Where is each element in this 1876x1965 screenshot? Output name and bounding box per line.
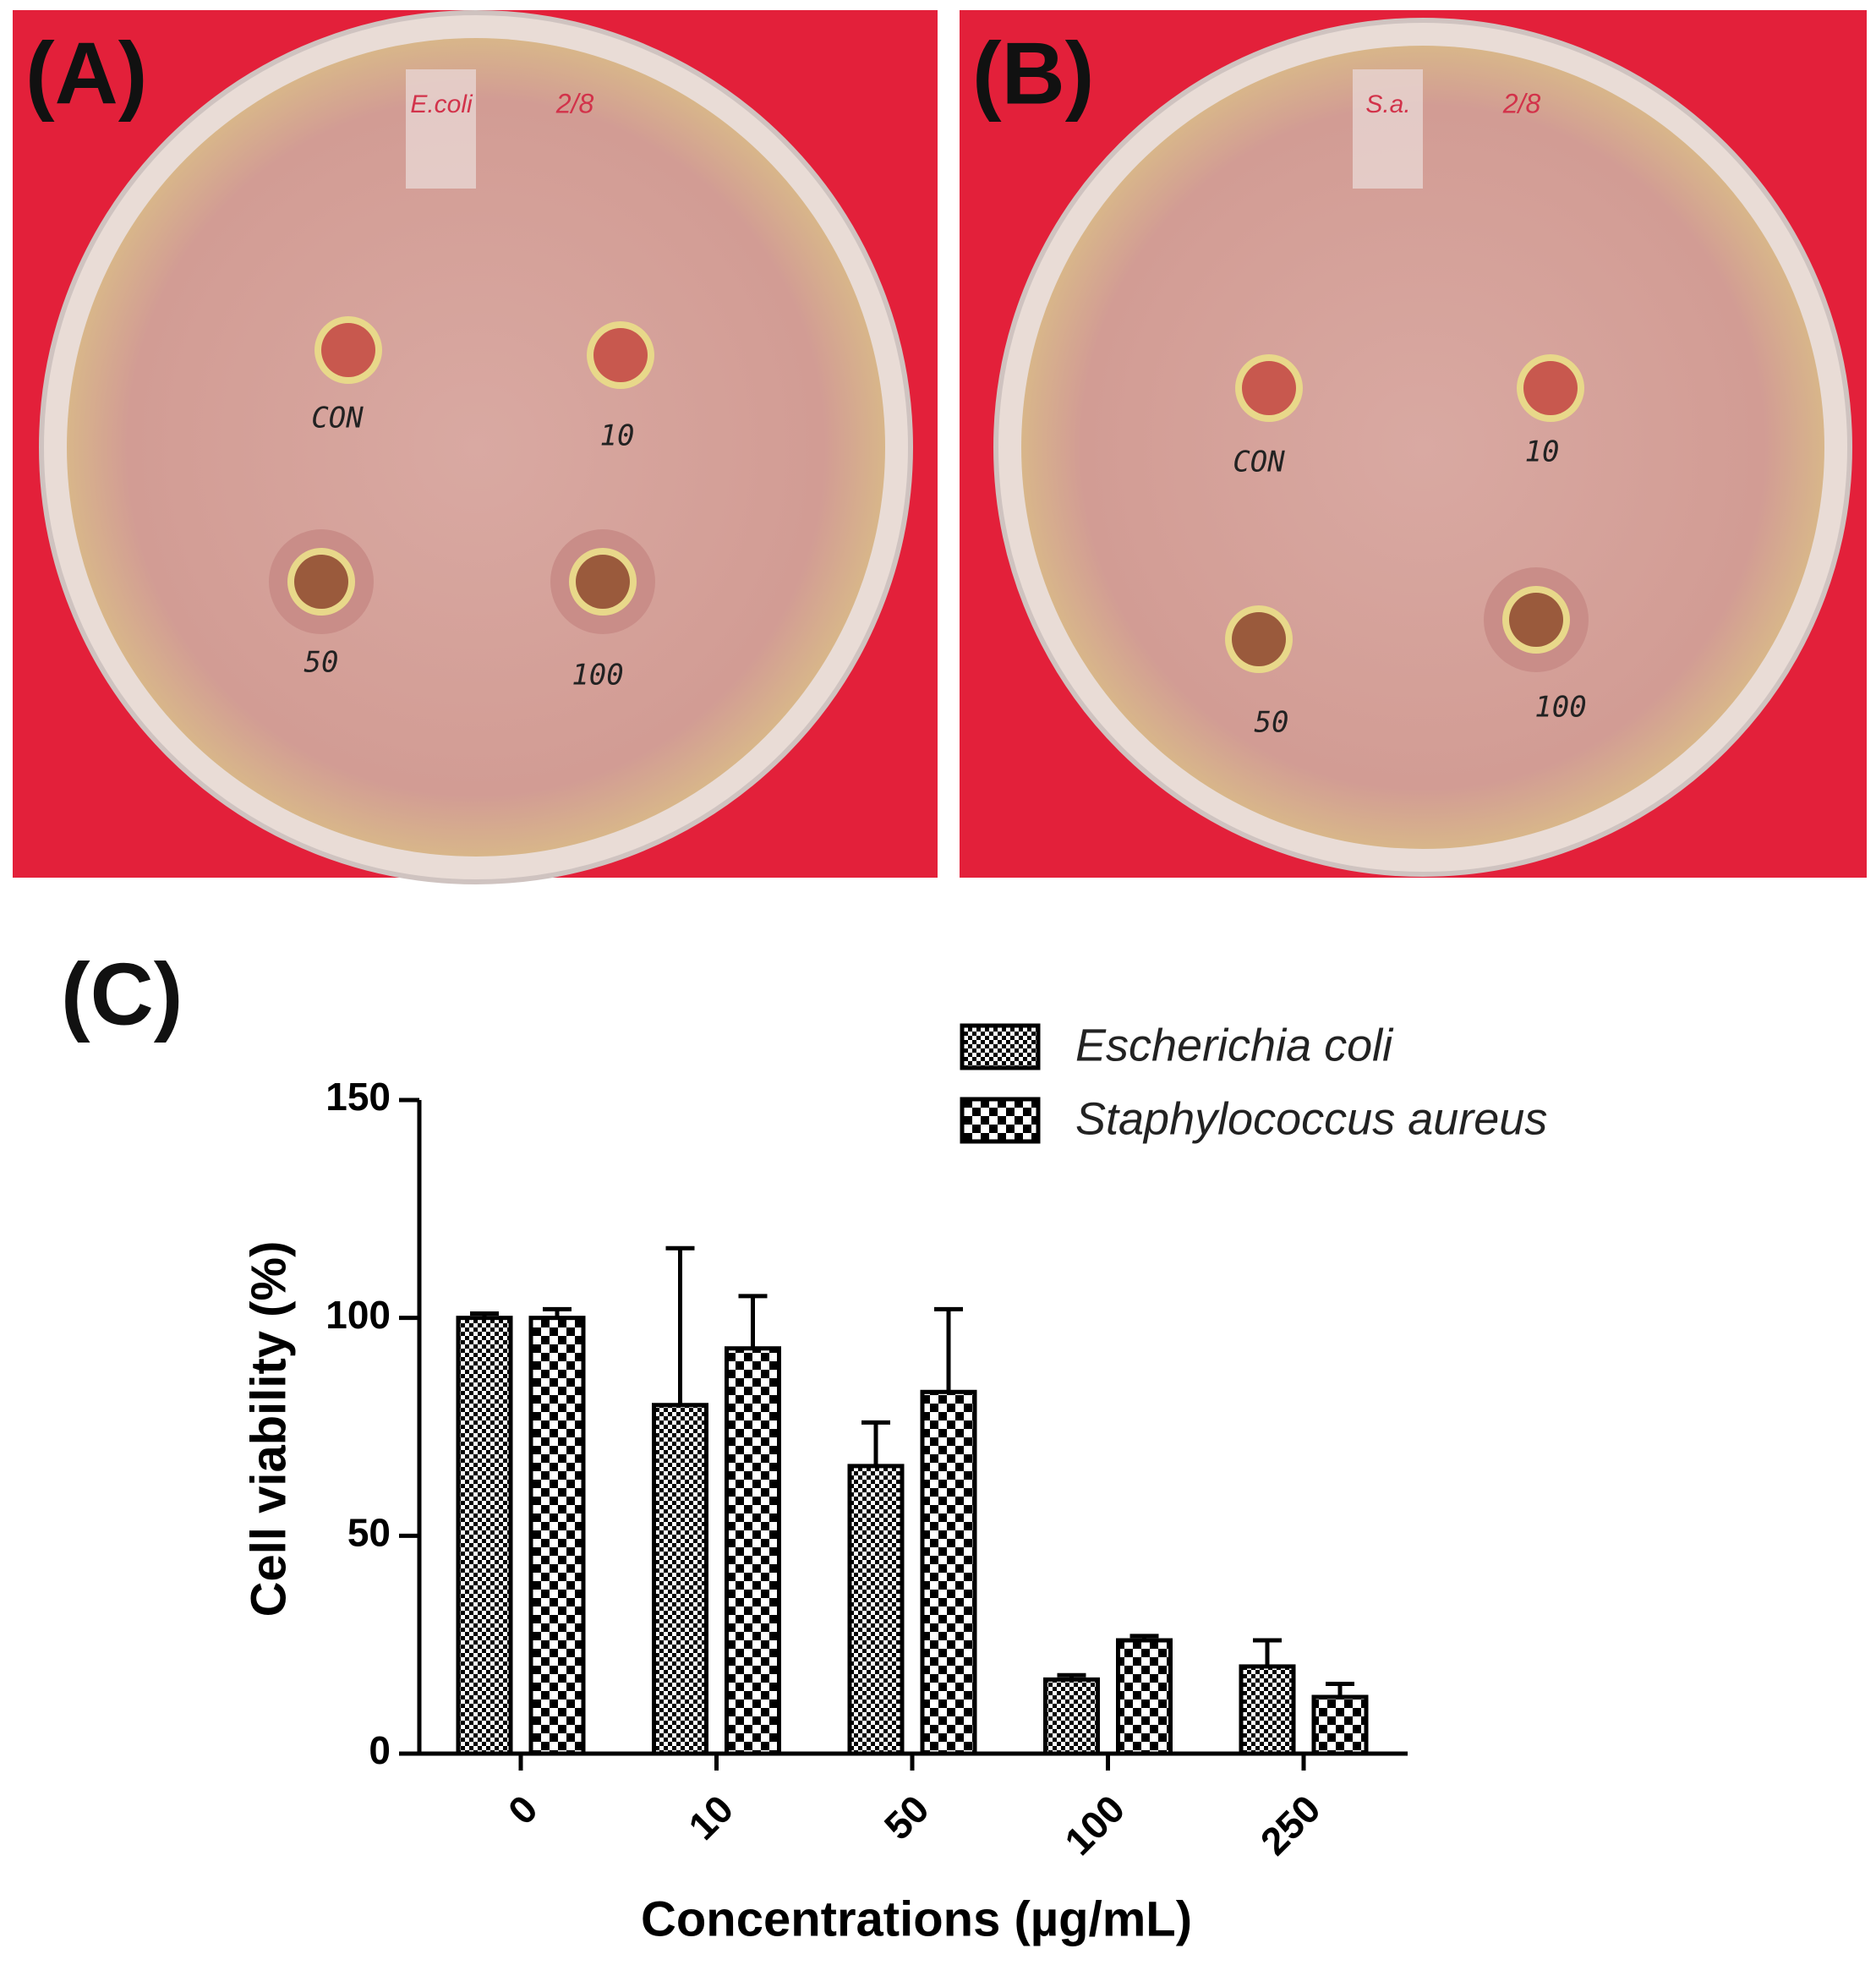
agar <box>67 38 885 857</box>
x-tick-label: 10 <box>680 1787 741 1848</box>
bar <box>652 1403 708 1756</box>
x-axis-label: Concentrations (µg/mL) <box>641 1891 1192 1946</box>
bar <box>725 1346 781 1756</box>
well <box>576 555 630 609</box>
tape-label: S.a. <box>1365 90 1410 118</box>
well <box>1523 361 1578 415</box>
x-tick-label: 250 <box>1252 1787 1329 1864</box>
well <box>1242 361 1296 415</box>
well <box>1509 593 1563 647</box>
y-tick-label: 100 <box>325 1293 391 1337</box>
y-axis-label: Cell viability (%) <box>241 1241 296 1617</box>
bar <box>1311 1694 1369 1756</box>
panel-label: (A) <box>25 25 147 123</box>
y-tick-label: 0 <box>369 1728 391 1772</box>
panel-label: (C) <box>61 945 183 1043</box>
date-label: 2/8 <box>555 88 594 118</box>
plate-label: 50 <box>1255 706 1289 740</box>
legend-label: Staphylococcus aureus <box>1075 1093 1547 1144</box>
tape <box>406 69 476 189</box>
plate-label: 100 <box>572 659 623 692</box>
agar <box>1021 46 1824 849</box>
legend-swatch <box>960 1023 1041 1070</box>
x-tick-label: 50 <box>876 1787 938 1848</box>
tape <box>1353 69 1423 189</box>
well <box>294 555 348 609</box>
bar <box>528 1316 586 1756</box>
plate-label: CON <box>1233 446 1285 479</box>
photo-panel: E.coli 2/8 CON 10 50 100 (A) <box>13 10 938 884</box>
well <box>1232 612 1286 666</box>
date-label: 2/8 <box>1502 88 1541 118</box>
y-tick-label: 150 <box>325 1075 391 1119</box>
panel-label: (B) <box>972 25 1094 123</box>
plate-label: CON <box>311 402 364 435</box>
plate-label: 10 <box>600 419 635 453</box>
bar <box>1239 1664 1296 1756</box>
y-tick-label: 50 <box>347 1510 391 1554</box>
bar <box>1116 1638 1173 1756</box>
bar <box>1043 1677 1100 1756</box>
bar <box>847 1464 905 1756</box>
bar <box>920 1389 977 1756</box>
well <box>321 323 375 377</box>
x-tick-label: 100 <box>1056 1787 1133 1864</box>
plate-label: 100 <box>1534 691 1586 725</box>
x-tick-label: 0 <box>500 1787 546 1833</box>
bar <box>456 1316 513 1756</box>
well <box>593 328 648 382</box>
legend-label: Escherichia coli <box>1075 1020 1394 1070</box>
plate-label: 10 <box>1525 435 1560 469</box>
photo-panel: S.a. 2/8 CON 10 50 100 (B) <box>960 10 1867 878</box>
plate-label: 50 <box>304 646 339 680</box>
tape-label: E.coli <box>410 90 473 118</box>
legend-swatch <box>960 1097 1041 1144</box>
